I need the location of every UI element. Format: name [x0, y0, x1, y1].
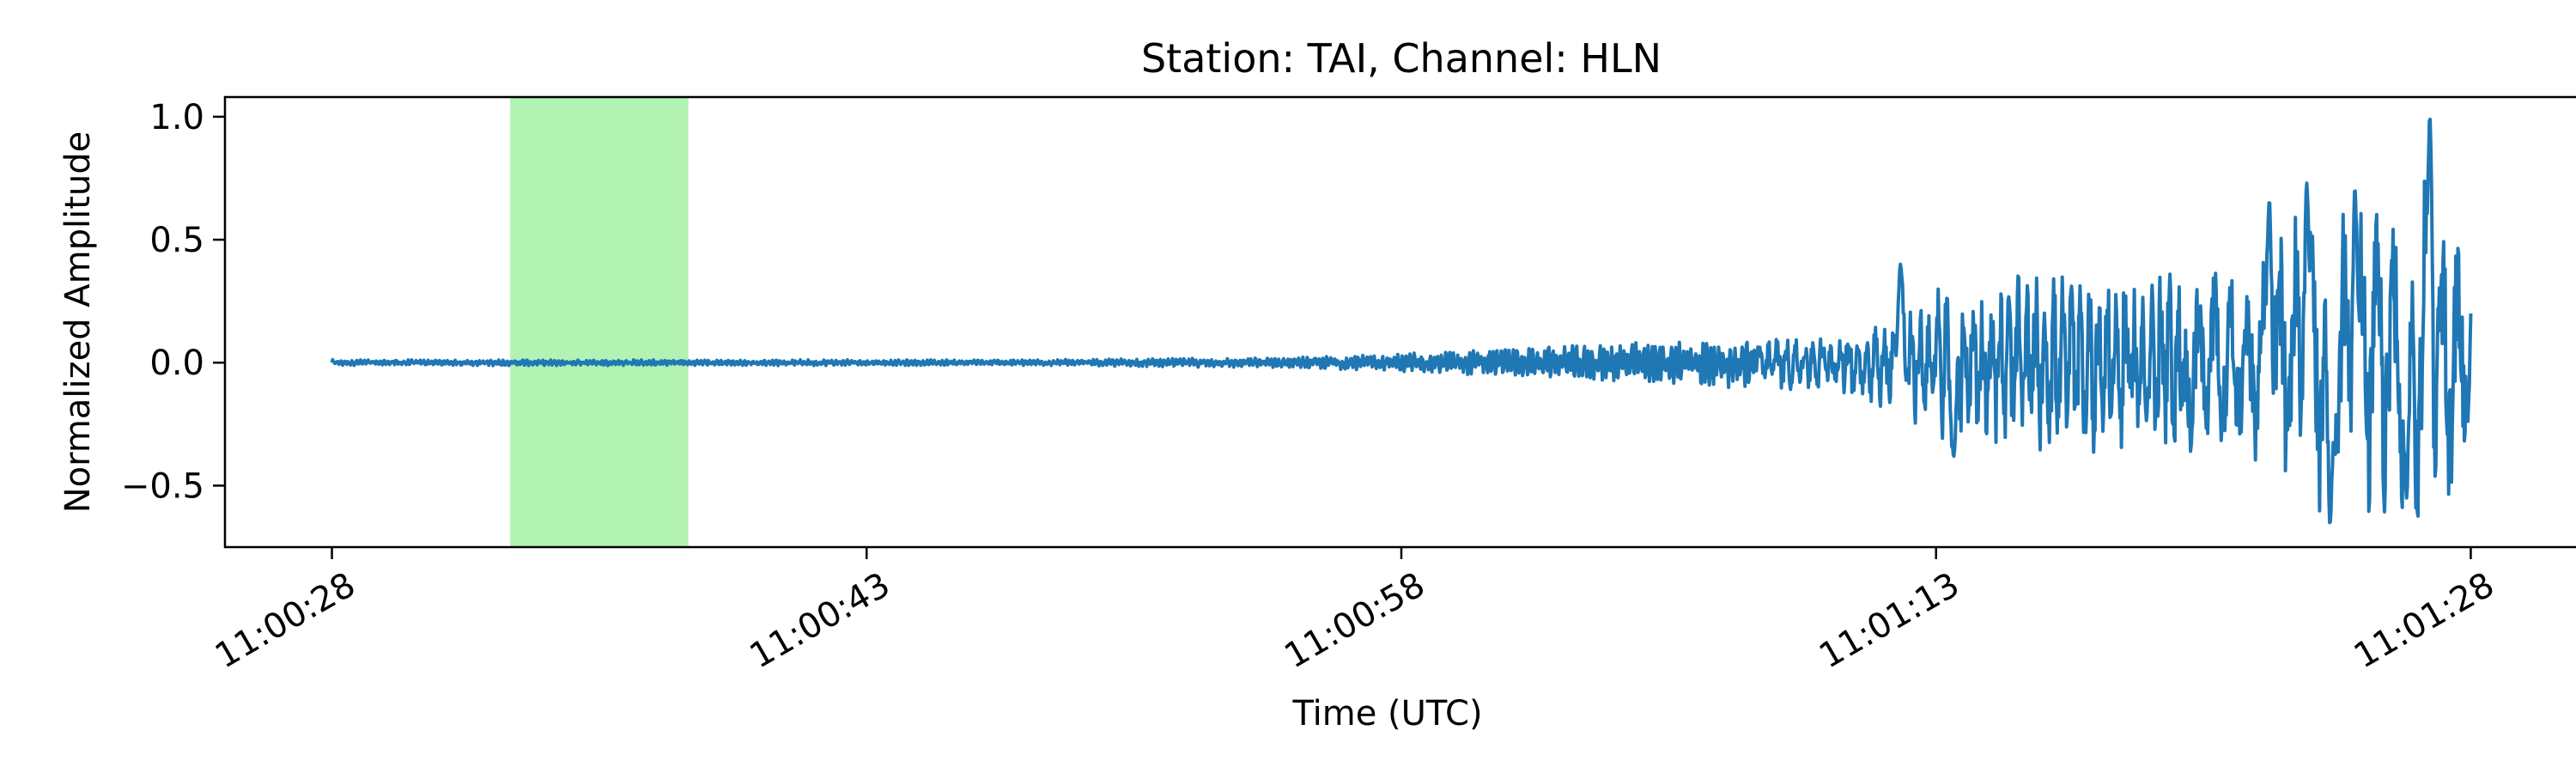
- y-axis-label: Normalized Amplitude: [58, 131, 98, 514]
- x-tick-label: 11:01:28: [2348, 565, 2501, 677]
- y-tick-label: 0.5: [149, 221, 204, 260]
- chart-title: Station: TAI, Channel: HLN: [1141, 35, 1662, 82]
- y-axis: 1.0 0.5 0.0 −0.5: [121, 98, 225, 506]
- y-tick-label: −0.5: [121, 466, 204, 506]
- x-tick-label: 11:00:43: [744, 565, 897, 677]
- x-tick-label: 11:00:58: [1278, 565, 1431, 677]
- highlight-span: [510, 97, 689, 547]
- y-tick-label: 0.0: [149, 344, 204, 383]
- y-tick-label: 1.0: [149, 98, 204, 137]
- plot-area: [330, 97, 2473, 547]
- x-axis: 11:00:28 11:00:43 11:00:58 11:01:13 11:01:28: [209, 547, 2500, 676]
- x-axis-label: Time (UTC): [1291, 694, 1482, 733]
- waveform-series: [330, 118, 2473, 525]
- x-tick-label: 11:00:28: [209, 565, 362, 677]
- x-tick-label: 11:01:13: [1813, 565, 1966, 677]
